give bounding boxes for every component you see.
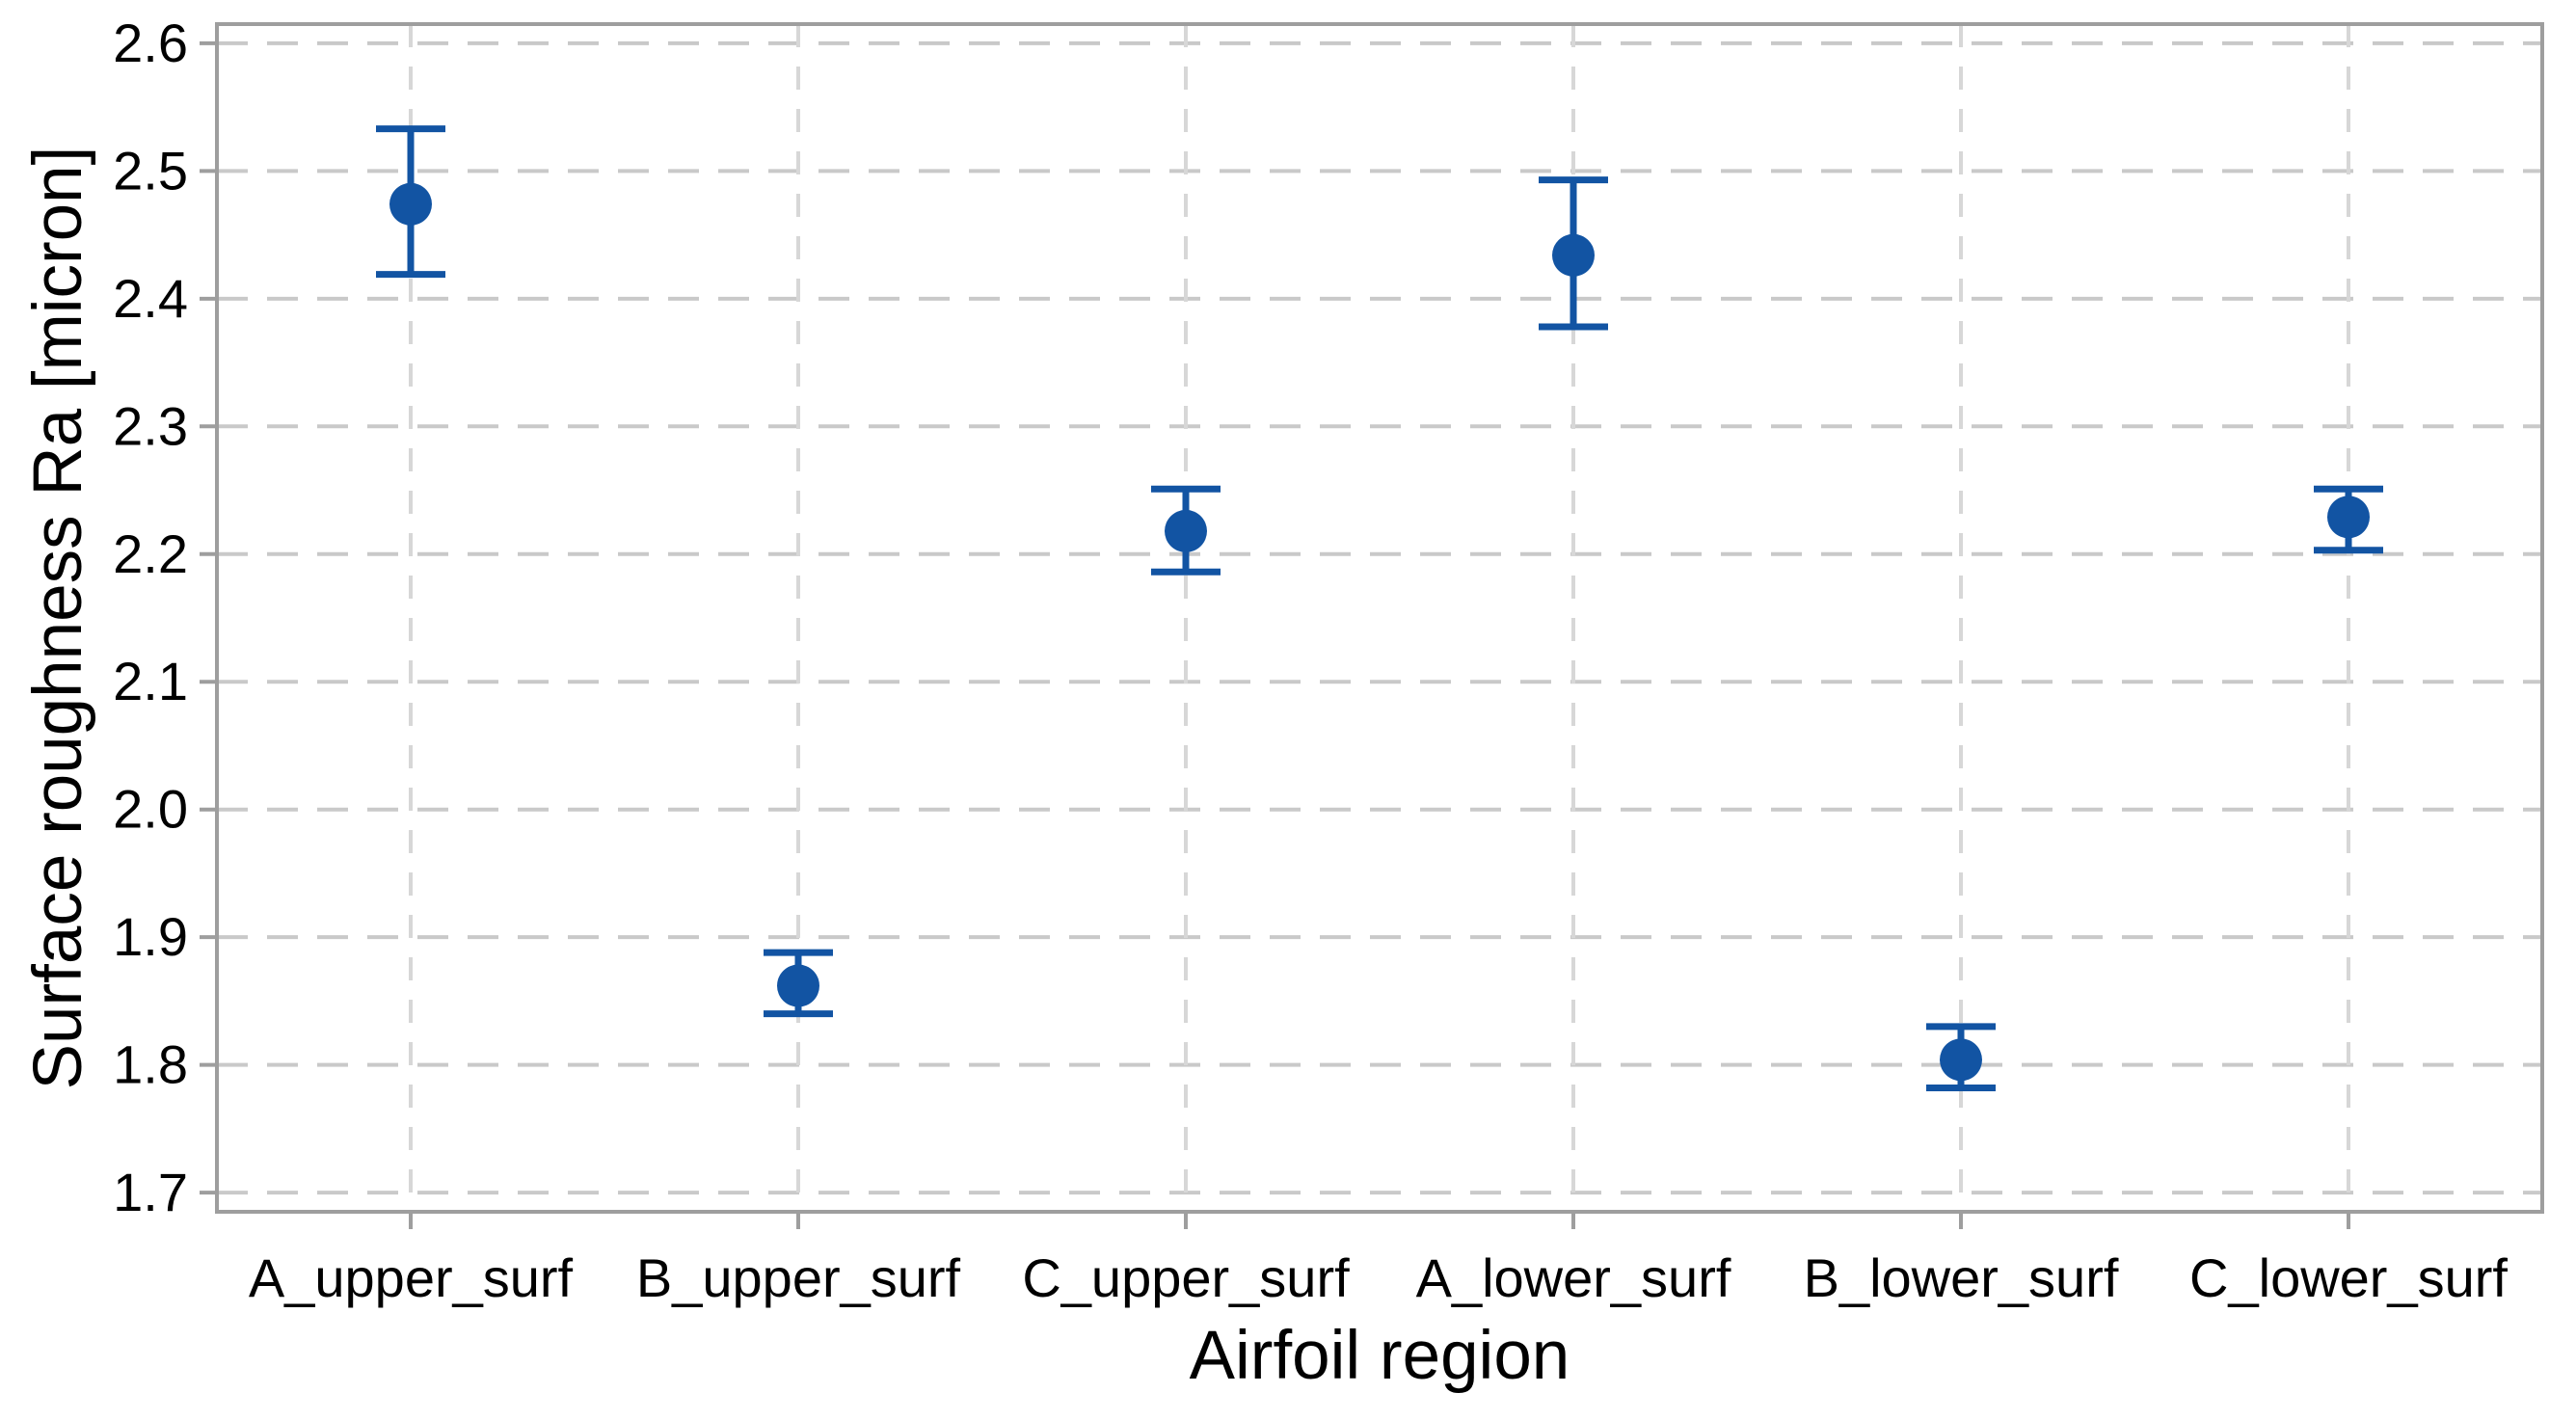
plot-border [215, 22, 2544, 1214]
y-tick-label: 2.5 [113, 140, 188, 201]
data-point-marker [389, 182, 432, 226]
y-tick-label: 1.7 [113, 1162, 188, 1222]
x-tick-label: A_lower_surf [1416, 1247, 1731, 1308]
x-tick-label: C_upper_surf [1022, 1247, 1350, 1308]
data-point-marker [777, 964, 819, 1007]
x-tick-label: C_lower_surf [2189, 1247, 2508, 1308]
x-tick-label: A_upper_surf [249, 1247, 574, 1308]
grid-layer [217, 24, 2542, 1212]
y-tick-label: 2.3 [113, 395, 188, 456]
x-tick-label: B_upper_surf [636, 1247, 961, 1308]
data-point-marker [1940, 1038, 1982, 1082]
y-tick-label: 1.8 [113, 1034, 188, 1095]
y-tick-label: 1.9 [113, 906, 188, 967]
y-tick-label: 2.1 [113, 651, 188, 711]
y-tick-label: 2.0 [113, 779, 188, 840]
y-tick-label: 2.4 [113, 268, 188, 329]
x-tick-label: B_lower_surf [1804, 1247, 2119, 1308]
y-tick-label: 2.2 [113, 523, 188, 584]
data-point-marker [1165, 509, 1207, 552]
y-axis-title: Surface roughness Ra [micron] [20, 147, 96, 1090]
axis-border-layer [215, 22, 2544, 1214]
data-layer [376, 125, 2383, 1092]
data-point-marker [2327, 496, 2370, 539]
x-axis-title: Airfoil region [1190, 1318, 1570, 1394]
y-tick-label: 2.6 [113, 13, 188, 73]
data-point-marker [1552, 233, 1595, 277]
tick-layer [200, 40, 2350, 1229]
tick-label-layer: 1.7 1.8 1.9 2.0 2.1 2.2 2.3 2.4 2.5 2.6 A_upper_su… [113, 13, 2508, 1308]
